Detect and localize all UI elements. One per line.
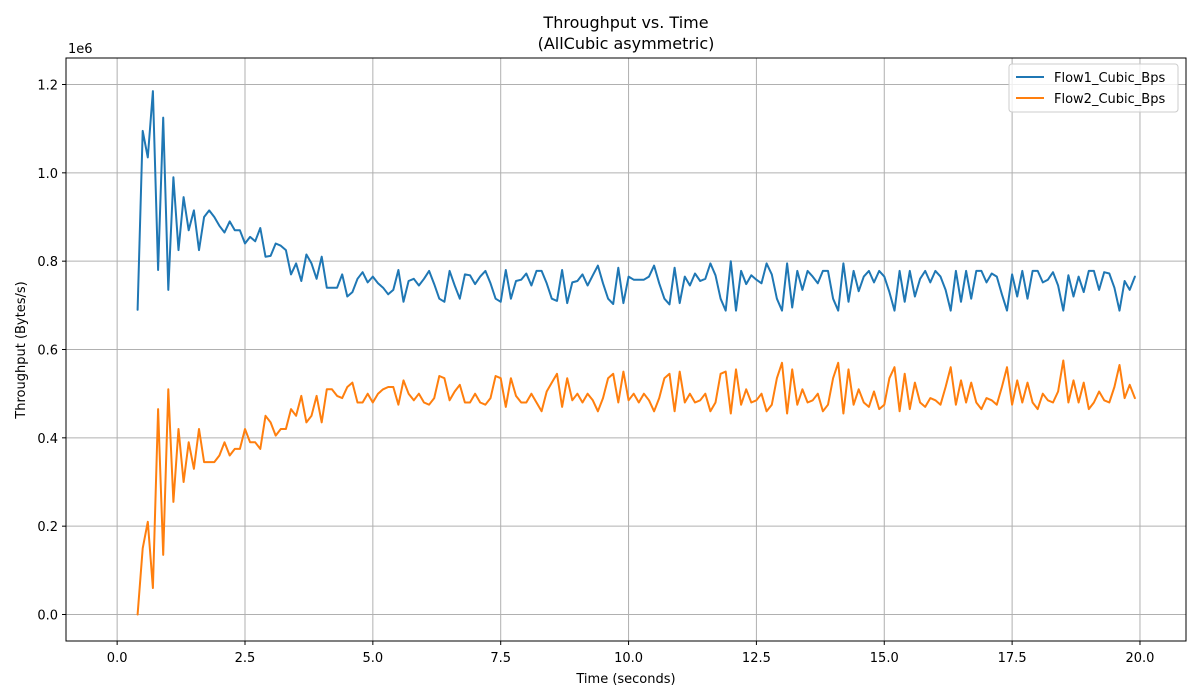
chart-title: Throughput vs. Time <box>542 13 708 32</box>
series-line-flow2-cubic-bps <box>136 359 1136 616</box>
legend: Flow1_Cubic_Bps Flow2_Cubic_Bps <box>1008 63 1179 113</box>
x-tick-label: 2.5 <box>235 651 256 666</box>
grid <box>66 58 1186 641</box>
y-offset-text: 1e6 <box>68 42 93 57</box>
x-tick-label: 10.0 <box>614 651 643 666</box>
legend-label-flow1: Flow1_Cubic_Bps <box>1054 71 1165 86</box>
x-tick-label: 17.5 <box>998 651 1027 666</box>
legend-box <box>1008 63 1179 113</box>
x-axis-label: Time (seconds) <box>575 672 675 687</box>
y-tick-label: 0.8 <box>37 255 58 270</box>
x-tick-label: 5.0 <box>363 651 384 666</box>
x-axis: 0.0 2.5 5.0 7.5 10.0 12.5 15.0 17.5 20.0 <box>107 641 1154 666</box>
y-tick-label: 1.2 <box>37 79 58 94</box>
y-tick-label: 0.0 <box>37 609 58 624</box>
x-tick-label: 20.0 <box>1125 651 1154 666</box>
y-tick-label: 1.0 <box>37 167 58 182</box>
y-tick-label: 0.2 <box>37 520 58 535</box>
x-tick-label: 12.5 <box>742 651 771 666</box>
y-tick-label: 0.6 <box>37 344 58 359</box>
y-axis: 0.0 0.2 0.4 0.6 0.8 1.0 1.2 <box>37 79 66 624</box>
series-line-flow1-cubic-bps <box>136 90 1136 312</box>
chart-subtitle: (AllCubic asymmetric) <box>538 34 715 53</box>
legend-label-flow2: Flow2_Cubic_Bps <box>1054 92 1165 107</box>
x-tick-label: 15.0 <box>870 651 899 666</box>
y-tick-label: 0.4 <box>37 432 58 447</box>
series-layer <box>136 90 1136 616</box>
x-tick-label: 0.0 <box>107 651 128 666</box>
x-tick-label: 7.5 <box>490 651 511 666</box>
y-axis-label: Throughput (Bytes/s) <box>14 281 29 419</box>
